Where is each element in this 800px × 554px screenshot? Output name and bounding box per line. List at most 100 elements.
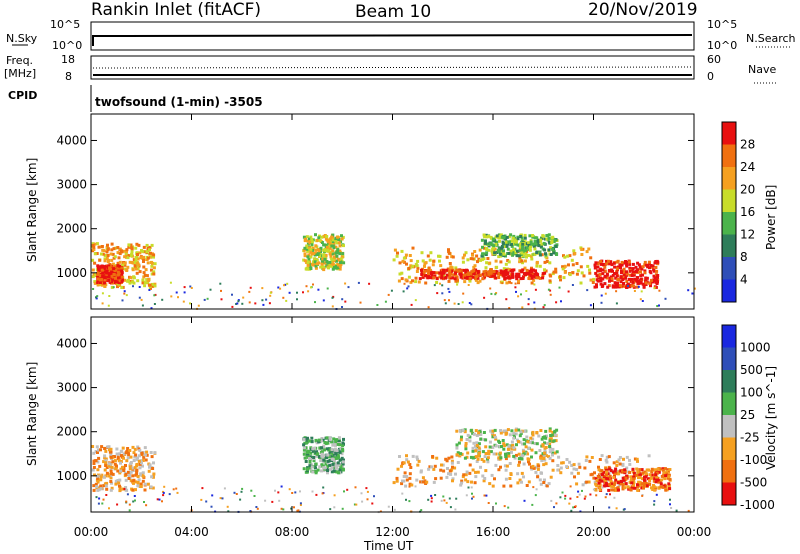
velocity-cell [127,477,131,480]
power-cell [523,233,527,237]
velocity-cell [617,472,621,476]
velocity-cell [445,475,449,479]
power-cell [516,237,520,241]
power-cell [435,281,439,284]
power-cell [314,264,318,268]
velocity-cell [670,507,673,509]
power-cell [476,260,479,264]
velocity-cell [497,468,501,472]
velocity-cell [395,479,399,483]
power-cell [483,296,486,299]
power-cell [152,270,156,274]
velocity-cell [625,474,629,478]
power-cell [527,272,531,276]
velocity-cell [432,467,436,471]
velocity-cell [464,444,468,448]
velocity-cell [91,468,95,472]
power-cell [593,285,597,289]
power-cell [516,243,520,247]
power-cell [328,246,332,250]
power-cell [445,255,449,259]
power-cell [123,267,126,271]
velocity-cell [150,455,154,459]
velocity-cell [311,449,315,453]
power-cell [567,263,570,267]
nsky-label: N.Sky [6,32,38,45]
power-cell [505,235,509,239]
velocity-cell [608,467,612,471]
colorbar-swatch [722,482,736,505]
velocity-cell [176,491,179,494]
velocity-cell [551,447,555,451]
power-cell [599,260,602,264]
power-cell [480,254,484,258]
velocity-cell [129,479,133,483]
velocity-cell [494,444,498,448]
power-cell [642,284,646,288]
freq-label: Freq. [6,54,33,67]
velocity-cell [519,430,523,434]
power-cell [608,279,611,283]
power-cell [635,270,638,273]
velocity-y-axis-title: Slant Range [km] [25,362,39,466]
velocity-cell [306,436,309,440]
velocity-cell [331,443,335,447]
velocity-cell [97,502,100,505]
velocity-cell [597,481,601,485]
colorbar-swatch [722,167,736,190]
velocity-cell [517,457,521,461]
power-cell [627,285,629,287]
velocity-cell [152,472,156,476]
power-cell [442,274,446,278]
velocity-cell [227,510,230,513]
velocity-cell [330,457,334,461]
power-cell [691,292,694,295]
power-cell [116,261,120,265]
power-cell [501,282,504,285]
power-cell [91,242,95,246]
power-cell [603,265,607,269]
power-cell [335,259,338,263]
colorbar-swatch [722,257,736,280]
power-cell [122,249,126,253]
velocity-cell [589,493,592,496]
velocity-cell [111,472,115,476]
power-cell [116,264,120,268]
power-cell [504,268,508,272]
velocity-cell [316,452,320,456]
power-cell [99,252,103,256]
power-cell [529,243,533,247]
power-cell [523,266,527,270]
velocity-cell [492,452,496,456]
power-cell [592,277,596,281]
velocity-cell [643,475,646,479]
power-cell [525,246,529,250]
velocity-cell [320,437,324,440]
power-cell [116,276,120,280]
power-cell [123,263,127,267]
velocity-cell [585,480,589,484]
velocity-cell [235,493,238,495]
velocity-cell [249,510,252,512]
power-cell [500,271,503,275]
velocity-cell [592,488,595,491]
velocity-cell [221,497,224,500]
velocity-cell [553,451,557,455]
velocity-cell [430,497,433,500]
power-cell [655,282,659,285]
power-cell [139,256,143,260]
velocity-cell [411,454,415,458]
power-cell [312,258,316,262]
power-cell [433,274,437,278]
velocity-cell [624,476,628,480]
power-cell [327,242,330,246]
velocity-cell [632,484,635,487]
power-cell [550,236,554,240]
velocity-cell [255,506,258,508]
velocity-cell [482,479,486,483]
velocity-cell [314,462,318,466]
velocity-cell [650,476,654,480]
power-cell [107,259,110,262]
power-cell [117,256,121,260]
